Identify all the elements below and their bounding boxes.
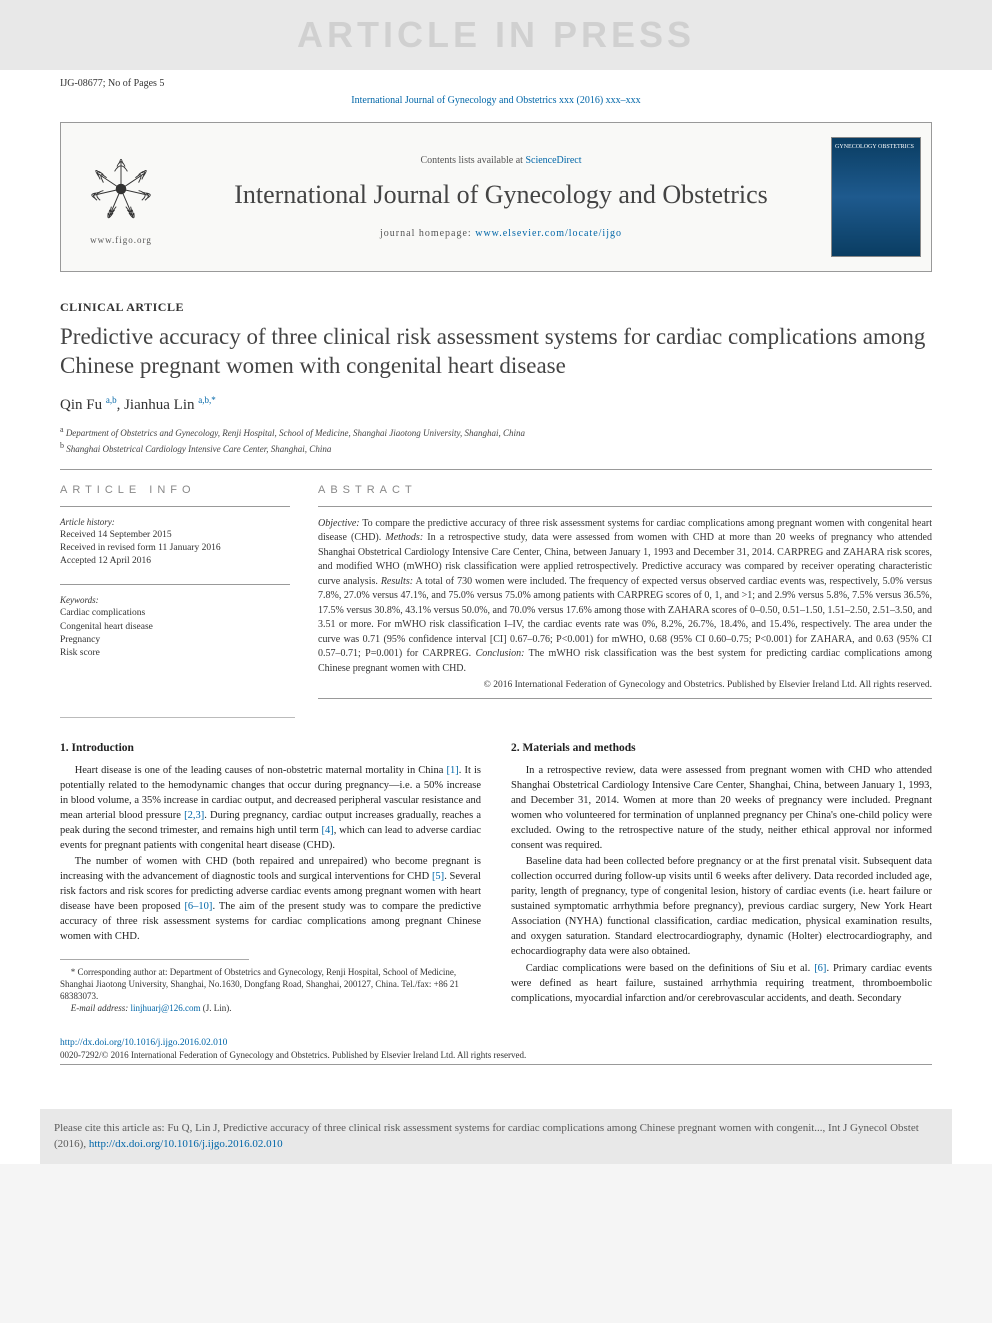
- body-col-left: 1. Introduction Heart disease is one of …: [60, 742, 481, 1014]
- keywords-head: Keywords:: [60, 595, 290, 605]
- body-columns: 1. Introduction Heart disease is one of …: [60, 742, 932, 1014]
- author-2-aff: a,b,: [198, 395, 211, 405]
- history-revised: Received in revised form 11 January 2016: [60, 542, 290, 555]
- contents-prefix: Contents lists available at: [420, 155, 525, 166]
- intro-p1a: Heart disease is one of the leading caus…: [75, 765, 447, 776]
- watermark-text: ARTICLE IN PRESS: [297, 14, 695, 56]
- journal-cover-icon: GYNECOLOGY OBSTETRICS: [831, 137, 921, 257]
- ref-5[interactable]: [5]: [432, 871, 444, 882]
- abstract-end-divider: [318, 698, 932, 699]
- methods-p2: Baseline data had been collected before …: [511, 855, 932, 959]
- abstract-divider: [318, 506, 932, 507]
- abs-results-label: Results:: [381, 576, 413, 587]
- intro-p2a: The number of women with CHD (both repai…: [60, 856, 481, 882]
- intro-heading: 1. Introduction: [60, 742, 481, 754]
- homepage-line: journal homepage: www.elsevier.com/locat…: [191, 228, 811, 239]
- article-type: CLINICAL ARTICLE: [60, 300, 932, 315]
- email-suffix: (J. Lin).: [201, 1003, 232, 1013]
- abs-objective-label: Objective:: [318, 518, 360, 529]
- citation-link[interactable]: http://dx.doi.org/10.1016/j.ijgo.2016.02…: [89, 1138, 283, 1150]
- author-2-name: Jianhua Lin: [124, 397, 194, 413]
- cover-title: GYNECOLOGY OBSTETRICS: [835, 144, 914, 151]
- issn-line: 0020-7292/© 2016 International Federatio…: [60, 1050, 932, 1060]
- corresponding-footnote: * Corresponding author at: Department of…: [60, 966, 481, 1002]
- doi-link[interactable]: http://dx.doi.org/10.1016/j.ijgo.2016.02…: [60, 1038, 932, 1048]
- masthead-right: GYNECOLOGY OBSTETRICS: [821, 123, 931, 271]
- homepage-link[interactable]: www.elsevier.com/locate/ijgo: [475, 228, 622, 239]
- article-info-heading: ARTICLE INFO: [60, 484, 290, 496]
- email-label: E-mail address:: [71, 1003, 131, 1013]
- doc-id: IJG-08677; No of Pages 5: [60, 78, 932, 89]
- corresponding-star-icon: *: [211, 395, 216, 405]
- journal-ref: International Journal of Gynecology and …: [60, 95, 932, 106]
- article-info-col: ARTICLE INFO Article history: Received 1…: [60, 484, 290, 700]
- page-root: ARTICLE IN PRESS IJG-08677; No of Pages …: [0, 0, 992, 1164]
- keywords-block: Keywords: Cardiac complications Congenit…: [60, 595, 290, 660]
- history-received: Received 14 September 2015: [60, 529, 290, 542]
- ref-2-3[interactable]: [2,3]: [184, 810, 204, 821]
- methods-p3a: Cardiac complications were based on the …: [526, 963, 815, 974]
- body-col-right: 2. Materials and methods In a retrospect…: [511, 742, 932, 1014]
- masthead-center: Contents lists available at ScienceDirec…: [181, 123, 821, 271]
- abstract-col: ABSTRACT Objective: To compare the predi…: [318, 484, 932, 700]
- info-divider-2: [60, 584, 290, 585]
- affiliations: a Department of Obstetrics and Gynecolog…: [60, 424, 932, 457]
- doi-block: http://dx.doi.org/10.1016/j.ijgo.2016.02…: [60, 1038, 932, 1065]
- footnote-separator: [60, 959, 249, 960]
- authors: Qin Fu a,b, Jianhua Lin a,b,*: [60, 395, 932, 414]
- watermark-banner: ARTICLE IN PRESS: [0, 0, 992, 70]
- affiliation-a-text: Department of Obstetrics and Gynecology,…: [66, 428, 525, 438]
- figo-logo-icon: [81, 149, 161, 229]
- info-abstract-row: ARTICLE INFO Article history: Received 1…: [60, 484, 932, 700]
- history-head: Article history:: [60, 517, 290, 527]
- affiliation-b: b Shanghai Obstetrical Cardiology Intens…: [60, 440, 932, 457]
- citation-box: Please cite this article as: Fu Q, Lin J…: [40, 1109, 952, 1164]
- keyword-3: Pregnancy: [60, 634, 290, 647]
- ref-4[interactable]: [4]: [322, 825, 334, 836]
- masthead-left: www.figo.org: [61, 123, 181, 271]
- abs-conclusion-label: Conclusion:: [476, 648, 525, 659]
- affiliation-b-text: Shanghai Obstetrical Cardiology Intensiv…: [66, 444, 331, 454]
- intro-p2: The number of women with CHD (both repai…: [60, 855, 481, 944]
- author-1-name: Qin Fu: [60, 397, 102, 413]
- contents-line: Contents lists available at ScienceDirec…: [191, 155, 811, 166]
- divider: [60, 469, 932, 470]
- abs-methods-label: Methods:: [385, 532, 423, 543]
- ref-6[interactable]: [6]: [814, 963, 826, 974]
- keyword-2: Congenital heart disease: [60, 621, 290, 634]
- methods-p3: Cardiac complications were based on the …: [511, 962, 932, 1007]
- journal-name: International Journal of Gynecology and …: [191, 180, 811, 210]
- methods-heading: 2. Materials and methods: [511, 742, 932, 754]
- email-link[interactable]: linjhuarj@126.com: [130, 1003, 200, 1013]
- figo-url[interactable]: www.figo.org: [90, 235, 152, 245]
- info-divider: [60, 506, 290, 507]
- affiliation-a: a Department of Obstetrics and Gynecolog…: [60, 424, 932, 441]
- author-sep: ,: [117, 397, 125, 413]
- email-footnote: E-mail address: linjhuarj@126.com (J. Li…: [60, 1002, 481, 1014]
- article-title: Predictive accuracy of three clinical ri…: [60, 323, 932, 381]
- abstract-text: Objective: To compare the predictive acc…: [318, 517, 932, 677]
- methods-p1: In a retrospective review, data were ass…: [511, 764, 932, 853]
- info-bottom-divider: [60, 717, 295, 718]
- abs-results: A total of 730 women were included. The …: [318, 576, 932, 660]
- corr-label: * Corresponding author at:: [71, 967, 170, 977]
- intro-p1: Heart disease is one of the leading caus…: [60, 764, 481, 853]
- history-accepted: Accepted 12 April 2016: [60, 555, 290, 568]
- masthead: www.figo.org Contents lists available at…: [60, 122, 932, 272]
- sciencedirect-link[interactable]: ScienceDirect: [525, 155, 581, 166]
- page-content: IJG-08677; No of Pages 5 International J…: [0, 78, 992, 1095]
- author-1-aff: a,b: [106, 395, 117, 405]
- keyword-1: Cardiac complications: [60, 607, 290, 620]
- keyword-4: Risk score: [60, 647, 290, 660]
- ref-1[interactable]: [1]: [446, 765, 458, 776]
- ref-6-10[interactable]: [6–10]: [184, 901, 212, 912]
- abstract-heading: ABSTRACT: [318, 484, 932, 496]
- abstract-copyright: © 2016 International Federation of Gynec…: [318, 680, 932, 690]
- article-history-block: Article history: Received 14 September 2…: [60, 517, 290, 569]
- homepage-prefix: journal homepage:: [380, 228, 475, 239]
